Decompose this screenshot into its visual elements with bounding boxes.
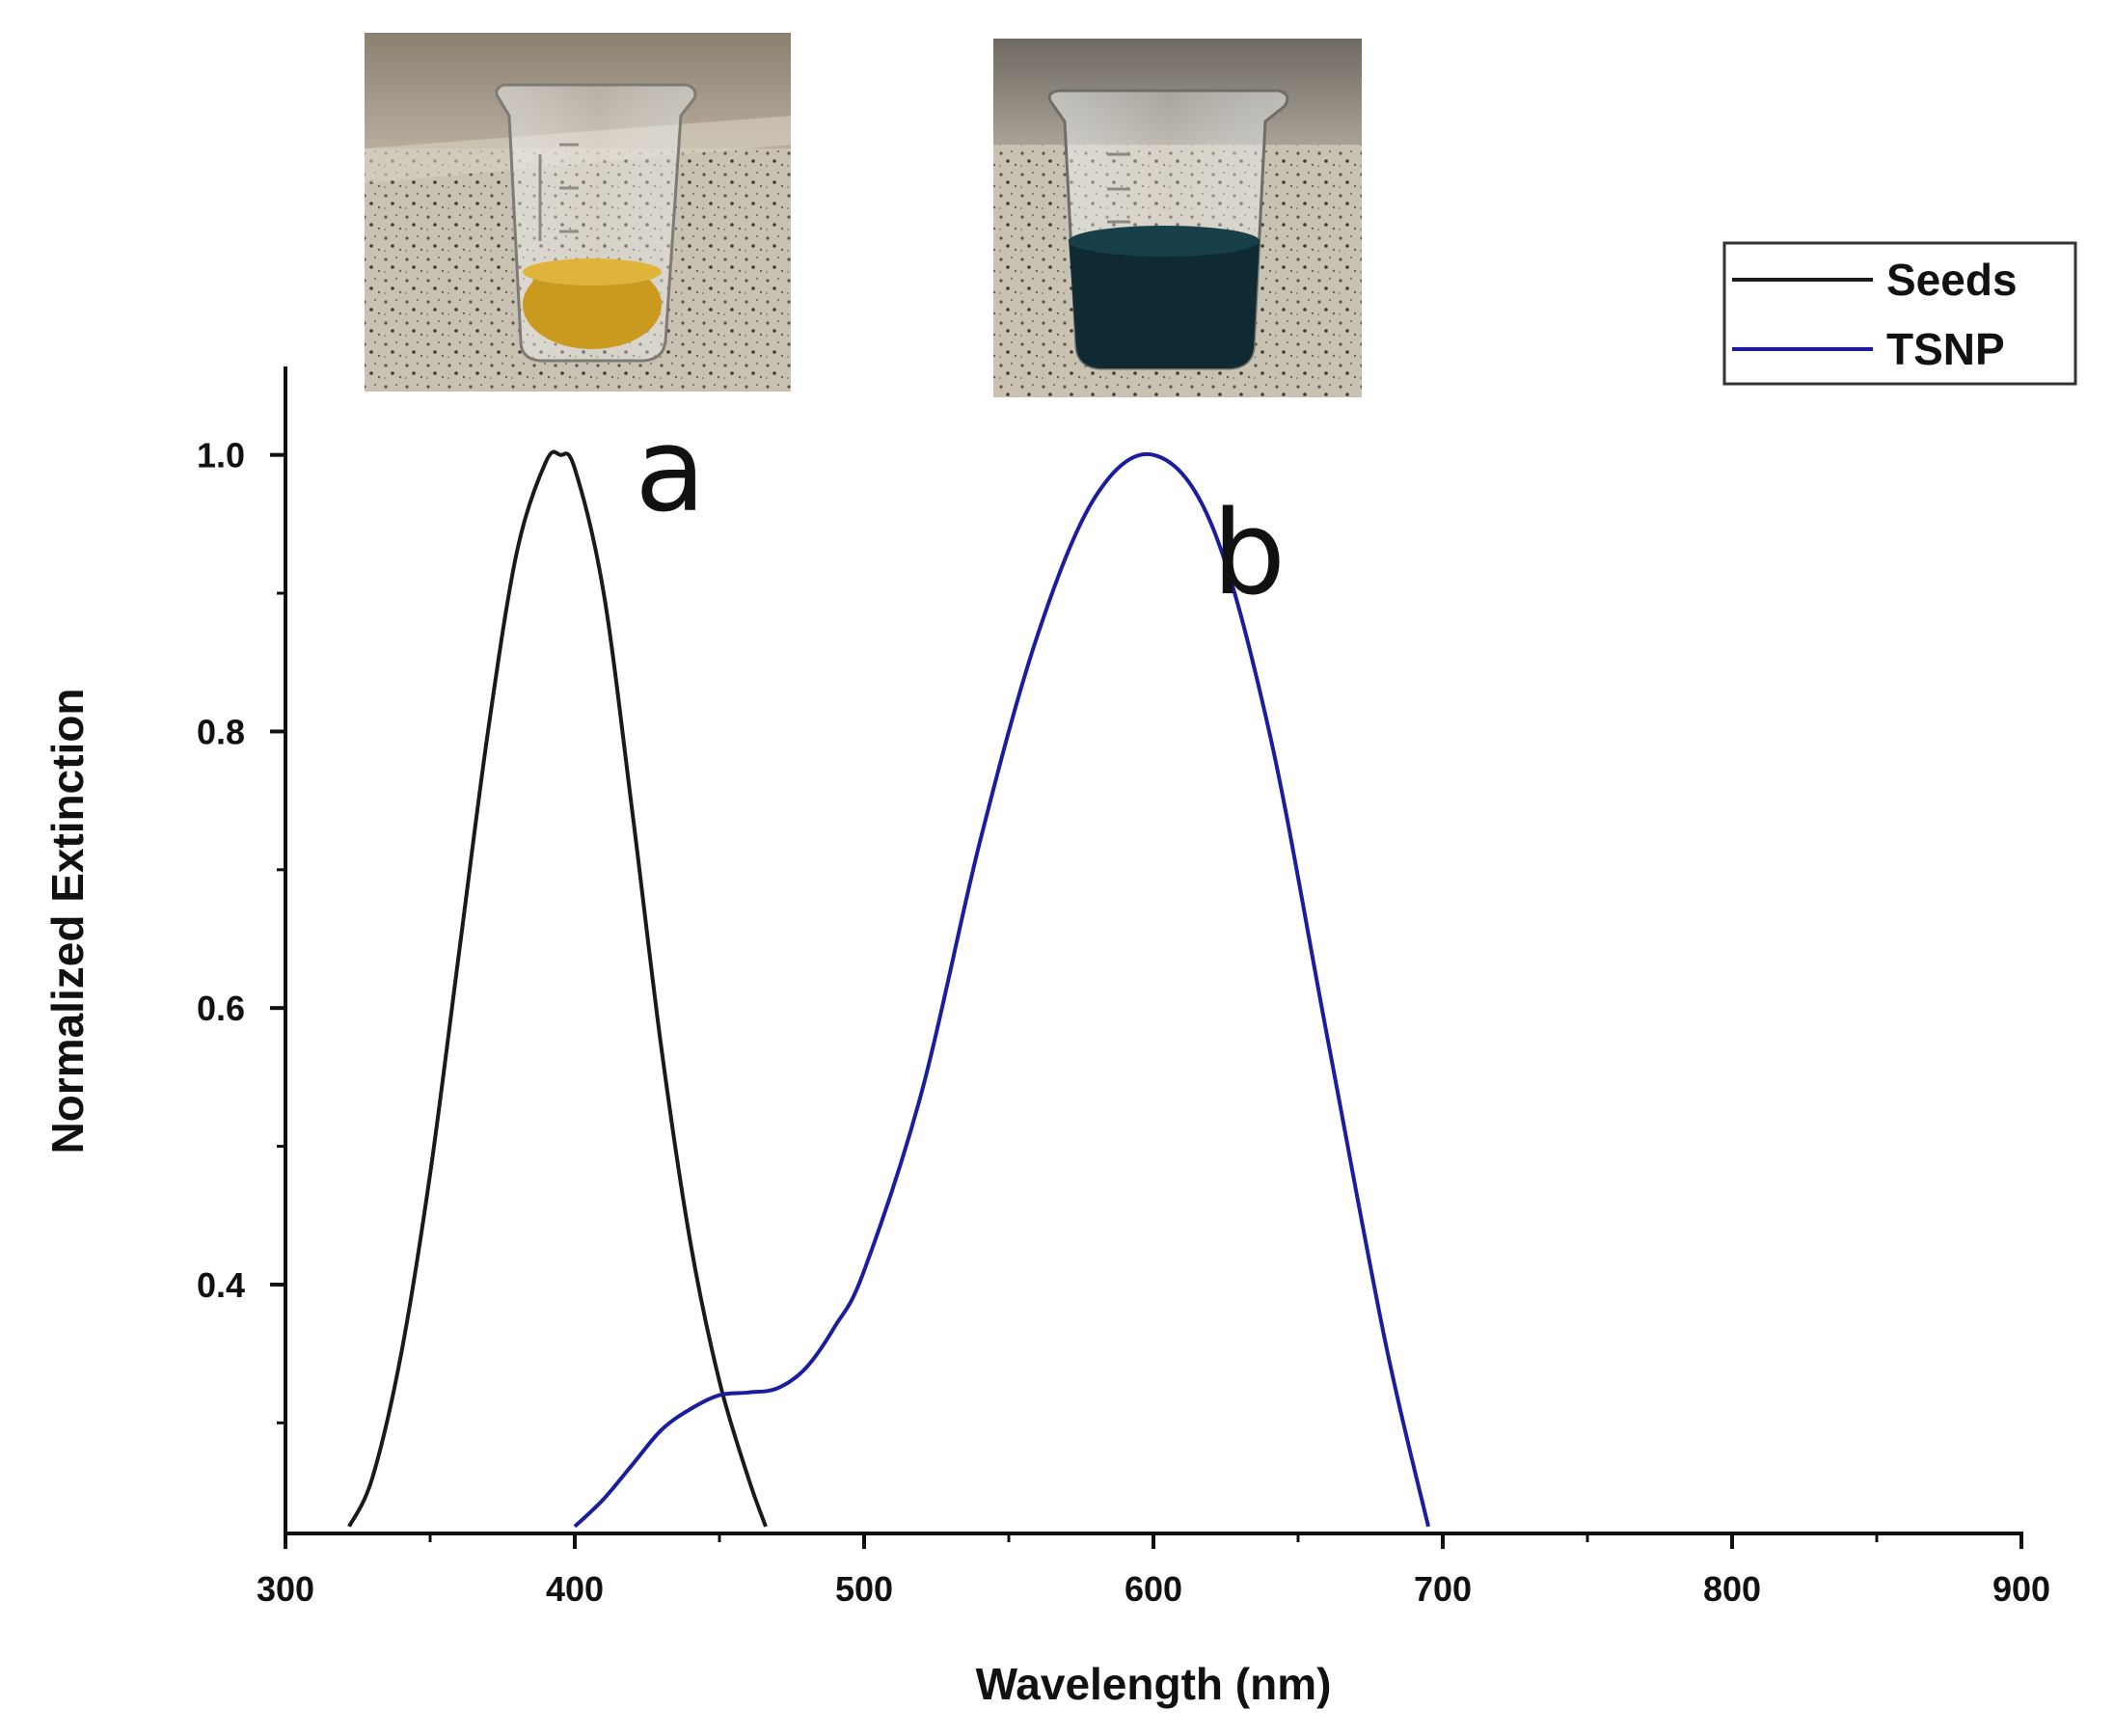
y-tick-label-0.4: 0.4	[197, 1265, 245, 1305]
axes: 300 400 500 600 700 800 900 0.4 0.6 0.8 1.0	[197, 366, 2050, 1609]
series-line-tsnp	[573, 451, 1430, 1529]
x-tick-label-400: 400	[546, 1569, 604, 1609]
series-layer	[347, 449, 1430, 1529]
x-tick-label-900: 900	[1992, 1569, 2050, 1609]
series-line-seeds	[347, 449, 768, 1528]
x-ticks: 300 400 500 600 700 800 900	[257, 1533, 2050, 1609]
tsnp-liquid	[1069, 239, 1260, 368]
x-tick-label-600: 600	[1125, 1569, 1182, 1609]
legend-box	[1722, 241, 2077, 386]
x-tick-label-800: 800	[1703, 1569, 1761, 1609]
tsnp-beaker-photo	[993, 39, 1362, 397]
x-axis-title: Wavelength (nm)	[976, 1659, 1332, 1709]
x-tick-label-700: 700	[1414, 1569, 1472, 1609]
annotation-layer: ab	[635, 404, 1286, 621]
y-ticks: 0.4 0.6 0.8 1.0	[197, 436, 285, 1424]
seeds-beaker-photo	[365, 33, 791, 392]
x-tick-label-500: 500	[835, 1569, 893, 1609]
legend-label-seeds: Seeds	[1886, 255, 2018, 305]
legend-label-tsnp: TSNP	[1886, 324, 2005, 374]
peak-label-b: b	[1212, 487, 1286, 621]
x-tick-label-300: 300	[257, 1569, 314, 1609]
y-tick-label-0.8: 0.8	[197, 712, 245, 751]
peak-label-a: a	[635, 404, 706, 538]
y-axis-title: Normalized Extinction	[42, 688, 93, 1153]
y-tick-label-1: 1.0	[197, 436, 245, 475]
y-tick-label-0.6: 0.6	[197, 989, 245, 1028]
legend: Seeds TSNP	[1722, 241, 2077, 386]
